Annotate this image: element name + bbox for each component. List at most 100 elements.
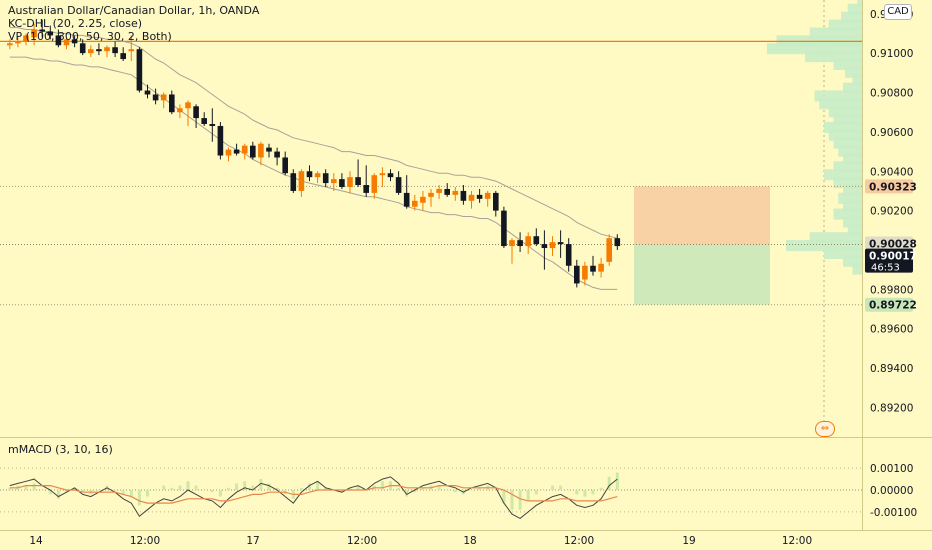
kc-middle-line [9,27,618,239]
candle-body [241,145,248,154]
currency-badge[interactable]: CAD [884,4,912,20]
volume-profile-bar [843,153,862,165]
macd-line [9,476,618,519]
volume-profile-bar [786,240,862,252]
candle-body [55,35,62,46]
volume-profile-bar [824,169,862,181]
time-tick-label: 12:00 [130,535,160,547]
candle-body [193,106,199,119]
candle-body [225,149,232,156]
scroll-to-realtime-button[interactable]: ⇔ [815,421,835,437]
kc-lower-line [9,56,618,290]
macd-histogram-bar [615,472,619,490]
macd-tick-label: 0.00000 [870,485,913,497]
volume-profile-bar [838,145,862,157]
time-tick-label: 19 [682,535,695,547]
candle-body [136,49,143,91]
macd-histogram-bar [526,490,530,501]
candle-body [525,236,531,247]
candle-body [331,179,337,184]
macd-histogram-bar [405,490,409,497]
candle-body [47,31,54,36]
candle-body [436,188,442,193]
macd-histogram-bar [194,485,198,490]
price-tick-label: 0.90600 [870,127,913,139]
macd-histogram-bar [178,485,182,490]
vp-indicator-label[interactable]: VP (100, 300, 50, 30, 2, Both) [8,30,172,43]
volume-profile-bar [833,58,862,70]
candle-body [250,145,256,158]
entry-price-tag: 0.90028 [869,238,917,250]
last-price-tag: 0.90017 [869,251,917,263]
macd-histogram-bar [40,490,44,491]
macd-histogram-bar [437,485,441,490]
macd-histogram-bar [583,490,587,497]
candle-body [420,196,426,203]
macd-indicator-label[interactable]: mMACD (3, 10, 16) [8,443,113,456]
volume-profile-bar [833,208,862,220]
volume-profile-bar [833,114,862,126]
kc-indicator-label[interactable]: KC-DHL (20, 2.25, close) [8,17,143,30]
symbol-title[interactable]: Australian Dollar/Canadian Dollar, 1h, O… [8,4,260,17]
volume-profile-bar [824,247,862,259]
price-tick-label: 0.90400 [870,166,913,178]
volume-profile [767,0,862,275]
macd-histogram-bar [48,490,52,495]
volume-profile-bar [843,216,862,228]
candle-body [428,192,434,197]
candle-body [15,41,21,44]
candle-body [460,190,467,201]
volume-profile-bar [833,177,862,189]
time-tick-label: 12:00 [782,535,812,547]
macd-tick-label: 0.00100 [870,463,913,475]
volume-profile-bar [841,11,862,23]
double-arrow-icon: ⇔ [820,423,830,434]
volume-profile-bar [828,19,862,31]
macd-histogram-bar [348,487,352,490]
macd-histogram-bar [97,490,101,491]
price-tick-label: 0.89800 [870,284,913,296]
candle-body [266,147,272,152]
candle-body [71,39,78,44]
macd-histogram-bar [591,490,595,495]
macd-histogram-bar [575,490,579,495]
candle-body [468,194,475,201]
volume-profile-bar [805,51,862,63]
macd-histogram-bar [275,487,279,490]
candle-body [31,29,37,38]
macd-histogram-bar [259,479,263,490]
candle-body [403,192,410,207]
macd-histogram-bar [121,490,125,495]
macd-histogram-bar [210,490,214,493]
macd-histogram-bar [502,490,506,504]
macd-histogram-bar [154,490,158,491]
candle-body [298,171,305,191]
macd-histogram-bar [170,487,174,490]
candle-body [347,177,353,188]
volume-profile-bar [843,200,862,212]
macd-histogram-bar [510,490,514,510]
volume-profile-bar [809,232,862,244]
candle-body [290,173,297,191]
candle-body [209,124,216,126]
price-tick-label: 0.90800 [870,88,913,100]
volume-profile-bar [852,74,862,86]
macd-histogram-bar [24,485,28,490]
stop-price-tag: 0.89722 [869,300,917,312]
price-tick-label: 0.89600 [870,324,913,336]
macd-histogram-bar [8,487,12,490]
candle-body [23,35,29,42]
volume-profile-bar [767,43,862,55]
candle-body [258,143,264,158]
candle-body [201,118,207,125]
candle-body [501,210,507,247]
macd-pane [0,467,862,519]
volume-profile-bar [809,27,862,39]
candle-body [590,265,596,272]
time-tick-label: 12:00 [564,535,594,547]
time-tick-label: 18 [463,535,476,547]
candle-body [112,47,118,54]
volume-profile-bar [843,184,862,196]
candle-body [96,49,102,52]
